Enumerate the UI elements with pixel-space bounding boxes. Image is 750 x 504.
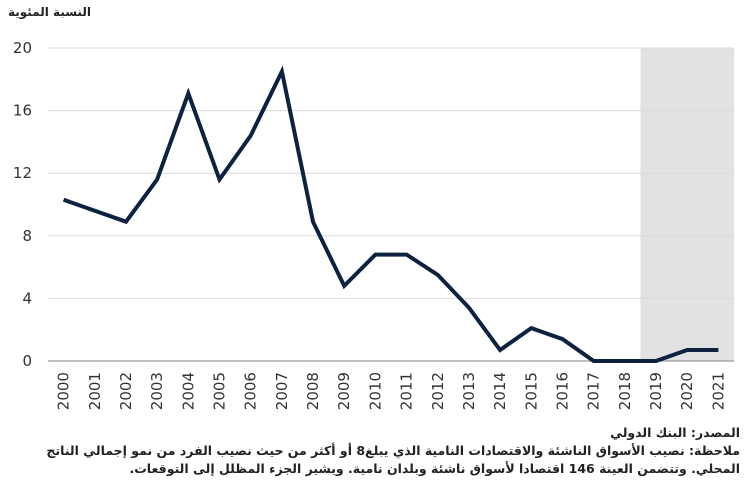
y-tick-label: 16 (13, 102, 32, 120)
x-tick-label: 2010 (366, 372, 384, 410)
forecast-shaded-region (640, 48, 734, 361)
y-tick-label: 20 (13, 39, 32, 57)
x-tick-label: 2020 (678, 372, 696, 410)
source-note: المصدر: البنك الدولي (610, 425, 740, 440)
x-tick-label: 2018 (616, 372, 634, 410)
x-tick-label: 2021 (709, 372, 727, 410)
x-tick-label: 2013 (460, 372, 478, 410)
x-tick-label: 2004 (179, 372, 197, 410)
x-tick-label: 2003 (148, 372, 166, 410)
x-tick-label: 2008 (304, 372, 322, 410)
y-tick-label: 4 (22, 289, 32, 307)
x-tick-label: 2015 (522, 372, 540, 410)
x-tick-label: 2016 (554, 372, 572, 410)
x-tick-label: 2001 (86, 372, 104, 410)
line-chart: 0 4 8 12 16 20 2000 2001 2002 2003 2004 2005 2006 20… (13, 39, 734, 410)
x-tick-label: 2005 (211, 372, 229, 410)
y-tick-label: 8 (22, 227, 32, 245)
x-tick-label: 2011 (398, 372, 416, 410)
methodology-note: ملاحظة: نصيب الأسواق الناشئة والاقتصادات… (46, 443, 740, 476)
chart-footer: المصدر: البنك الدولي ملاحظة: نصيب الأسوا… (10, 424, 740, 478)
x-tick-label: 2009 (335, 372, 353, 410)
x-tick-label: 2002 (117, 372, 135, 410)
series-line-share (62, 65, 719, 363)
x-tick-label: 2012 (429, 372, 447, 410)
x-tick-label: 2007 (273, 372, 291, 410)
x-tick-label: 2000 (55, 372, 73, 410)
y-axis-label: النسبة المئوية (8, 5, 91, 19)
y-tick-label: 12 (13, 164, 32, 182)
x-tick-label: 2017 (585, 372, 603, 410)
x-tick-label: 2014 (491, 372, 509, 410)
x-tick-label: 2019 (647, 372, 665, 410)
x-tick-label: 2006 (242, 372, 260, 410)
y-tick-label: 0 (22, 352, 32, 370)
